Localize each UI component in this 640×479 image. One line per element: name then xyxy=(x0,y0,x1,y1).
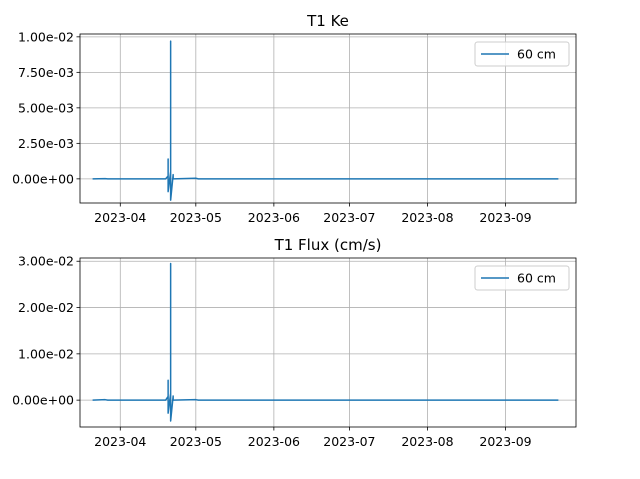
legend: 60 cm xyxy=(474,41,570,67)
plot-frame xyxy=(79,33,577,204)
x-tick-label: 2023-04 xyxy=(94,434,146,449)
legend-label: 60 cm xyxy=(517,47,556,62)
plot-frame xyxy=(79,257,577,428)
chart-panel-1: T1 Ke 0.00e+00 2.50e-03 5.00e-03 7.50e-03 1.0… xyxy=(12,12,577,225)
x-tick-label: 2023-06 xyxy=(248,210,300,225)
y-tick-label: 0.00e+00 xyxy=(12,393,74,408)
legend: 60 cm xyxy=(474,265,570,291)
x-tick-label: 2023-05 xyxy=(170,210,222,225)
x-tick-label: 2023-09 xyxy=(479,210,531,225)
y-tick-label: 1.00e-02 xyxy=(18,29,74,44)
series-line-1 xyxy=(92,40,559,201)
chart-panel-2: T1 Flux (cm/s) 0.00e+00 1.00e-02 2.00e-02 3.… xyxy=(12,236,577,449)
y-tick-label: 0.00e+00 xyxy=(12,171,74,186)
x-tick-label: 2023-05 xyxy=(170,434,222,449)
y-tick-label: 2.50e-03 xyxy=(18,136,74,151)
legend-label: 60 cm xyxy=(517,271,556,286)
x-tick-label: 2023-08 xyxy=(401,210,453,225)
y-tick-label: 7.50e-03 xyxy=(18,65,74,80)
series-line-1 xyxy=(92,262,559,422)
x-tick-label: 2023-06 xyxy=(248,434,300,449)
legend-box xyxy=(474,41,570,67)
legend-box xyxy=(474,265,570,291)
x-tick-label: 2023-04 xyxy=(94,210,146,225)
chart-title: T1 Flux (cm/s) xyxy=(274,236,382,254)
y-tick-label: 1.00e-02 xyxy=(18,346,74,361)
y-tick-label: 3.00e-02 xyxy=(18,254,74,269)
x-tick-label: 2023-07 xyxy=(323,210,375,225)
y-tick-label: 5.00e-03 xyxy=(18,100,74,115)
x-tick-label: 2023-07 xyxy=(323,434,375,449)
y-tick-label: 2.00e-02 xyxy=(18,300,74,315)
x-tick-label: 2023-09 xyxy=(479,434,531,449)
x-tick-label: 2023-08 xyxy=(401,434,453,449)
chart-title: T1 Ke xyxy=(306,12,349,30)
